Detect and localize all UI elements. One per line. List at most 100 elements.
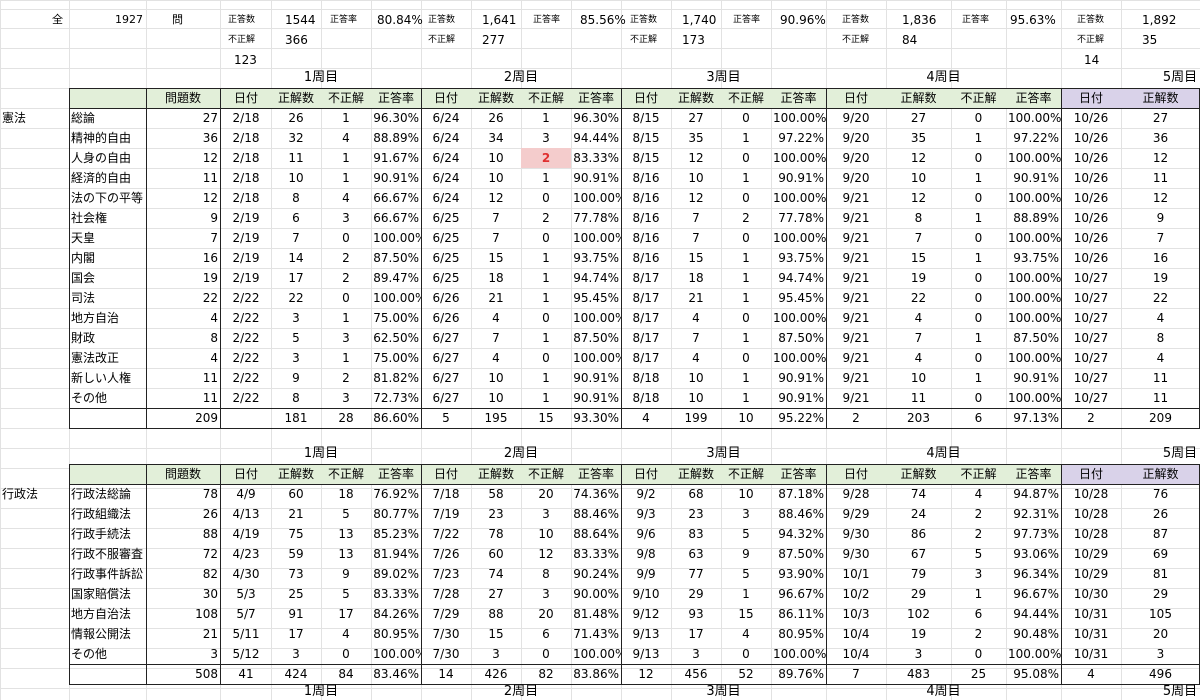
header-rate[interactable]: 正答率: [771, 464, 826, 484]
cell-wrong[interactable]: 3: [542, 587, 550, 601]
cell-date[interactable]: 2/18: [232, 131, 260, 145]
cell-date[interactable]: 6/27: [432, 371, 460, 385]
cell-rate[interactable]: 89.47%: [373, 271, 419, 285]
cell-wrong[interactable]: 0: [542, 647, 550, 661]
cell-rate[interactable]: 81.82%: [373, 371, 419, 385]
cell-correct[interactable]: 27: [910, 111, 927, 125]
correct-rate-label[interactable]: 正答率: [330, 15, 358, 25]
cell-correct[interactable]: 4: [914, 351, 923, 365]
cell-date[interactable]: 6/27: [432, 351, 460, 365]
cell-date[interactable]: 7/26: [432, 547, 460, 561]
cell-date[interactable]: 6/27: [432, 391, 460, 405]
cell-date[interactable]: 10/30: [1073, 587, 1109, 601]
total-cell[interactable]: 426: [484, 667, 508, 681]
cell-date[interactable]: 2/22: [232, 351, 260, 365]
cell-correct[interactable]: 12: [910, 191, 927, 205]
cell-date[interactable]: 10/29: [1073, 567, 1109, 581]
subject-name[interactable]: 国家賠償法: [71, 587, 132, 601]
cell-date[interactable]: 10/4: [842, 627, 870, 641]
cell-wrong[interactable]: 2: [542, 211, 550, 225]
total-questions[interactable]: 1927: [115, 13, 143, 26]
cell-date[interactable]: 9/21: [842, 251, 870, 265]
cell-wrong[interactable]: 2: [974, 527, 983, 541]
cell-wrong[interactable]: 1: [742, 131, 750, 145]
header-date[interactable]: 日付: [221, 88, 271, 108]
cell-rate[interactable]: 100.00%: [773, 231, 826, 245]
total-cell[interactable]: 41: [238, 667, 254, 681]
cell-rate[interactable]: 88.46%: [573, 507, 619, 521]
cell-date[interactable]: 7/30: [432, 627, 460, 641]
round-title[interactable]: 3周目: [706, 70, 741, 85]
round-correct-total[interactable]: 1,892: [1142, 13, 1177, 27]
cell-rate[interactable]: 88.64%: [573, 527, 619, 541]
cell-wrong[interactable]: 1: [342, 351, 350, 365]
cell-wrong[interactable]: 9: [742, 547, 750, 561]
cell-wrong[interactable]: 1: [742, 391, 750, 405]
cell-correct[interactable]: 8: [292, 391, 300, 405]
cell-correct[interactable]: 60: [488, 547, 504, 561]
cell-correct[interactable]: 74: [910, 487, 927, 501]
cell-date[interactable]: 9/28: [842, 487, 870, 501]
total-cell[interactable]: 52: [738, 667, 754, 681]
subject-name[interactable]: その他: [71, 647, 108, 661]
cell-date[interactable]: 6/24: [432, 131, 460, 145]
question-count[interactable]: 8: [210, 331, 218, 345]
cell-wrong[interactable]: 0: [542, 351, 550, 365]
round-title[interactable]: 5周目: [1162, 70, 1198, 85]
cell-correct[interactable]: 7: [292, 231, 300, 245]
cell-wrong[interactable]: 8: [542, 567, 550, 581]
cell-correct[interactable]: 18: [488, 271, 504, 285]
cell-wrong[interactable]: 1: [542, 271, 550, 285]
total-label[interactable]: 全: [52, 13, 63, 26]
cell-correct[interactable]: 4: [914, 311, 923, 325]
cell-rate[interactable]: 90.00%: [573, 587, 619, 601]
cell-correct[interactable]: 12: [910, 151, 927, 165]
cell-rate[interactable]: 100.00%: [373, 231, 421, 245]
round-title[interactable]: 4周目: [926, 70, 961, 85]
cell-wrong[interactable]: 5: [742, 567, 750, 581]
cell-wrong[interactable]: 0: [974, 151, 983, 165]
cell-wrong[interactable]: 4: [974, 487, 983, 501]
round-correct-total[interactable]: 1,641: [482, 13, 517, 27]
section-title[interactable]: 憲法: [2, 111, 27, 125]
cell-correct[interactable]: 29: [688, 587, 704, 601]
cell-wrong[interactable]: 1: [974, 251, 983, 265]
cell-date[interactable]: 6/24: [432, 151, 460, 165]
cell-rate[interactable]: 91.67%: [373, 151, 419, 165]
total-cell[interactable]: 83.46%: [373, 667, 419, 681]
cell-date[interactable]: 8/16: [632, 211, 660, 225]
cell-correct[interactable]: 7: [692, 211, 700, 225]
cell-date[interactable]: 9/10: [632, 587, 660, 601]
round-wrong-total[interactable]: 366: [285, 33, 308, 47]
subject-name[interactable]: 行政不服審査: [71, 547, 144, 561]
cell-correct[interactable]: 15: [688, 251, 704, 265]
total-cell[interactable]: 95.08%: [1013, 667, 1059, 681]
cell-date[interactable]: 9/20: [842, 151, 870, 165]
cell-date[interactable]: 10/28: [1073, 507, 1109, 521]
cell-wrong[interactable]: 2: [342, 371, 350, 385]
cell-wrong[interactable]: 12: [538, 547, 554, 561]
cell-rate[interactable]: 96.30%: [573, 111, 619, 125]
question-count[interactable]: 72: [202, 547, 218, 561]
cell-date[interactable]: 10/29: [1073, 547, 1109, 561]
cell-correct[interactable]: 3: [914, 647, 923, 661]
header-wrong[interactable]: 不正解: [321, 88, 371, 108]
round-wrong-total[interactable]: 277: [482, 33, 505, 47]
cell-correct[interactable]: 4: [492, 311, 500, 325]
cell-correct[interactable]: 3: [1156, 647, 1165, 661]
cell-wrong[interactable]: 2: [521, 148, 571, 168]
wrong-count-label[interactable]: 不正解: [1077, 35, 1105, 45]
cell-correct[interactable]: 58: [488, 487, 504, 501]
cell-date[interactable]: 2/18: [232, 151, 260, 165]
cell-date[interactable]: 4/23: [232, 547, 260, 561]
subject-name[interactable]: 社会権: [71, 211, 108, 225]
cell-date[interactable]: 8/16: [632, 251, 660, 265]
cell-correct[interactable]: 7: [692, 331, 700, 345]
round-title[interactable]: 1周目: [303, 70, 339, 85]
cell-correct[interactable]: 8: [914, 211, 923, 225]
cell-wrong[interactable]: 2: [342, 271, 350, 285]
cell-wrong[interactable]: 0: [542, 311, 550, 325]
cell-wrong[interactable]: 1: [974, 131, 983, 145]
cell-rate[interactable]: 87.18%: [778, 487, 824, 501]
cell-rate[interactable]: 89.02%: [373, 567, 419, 581]
